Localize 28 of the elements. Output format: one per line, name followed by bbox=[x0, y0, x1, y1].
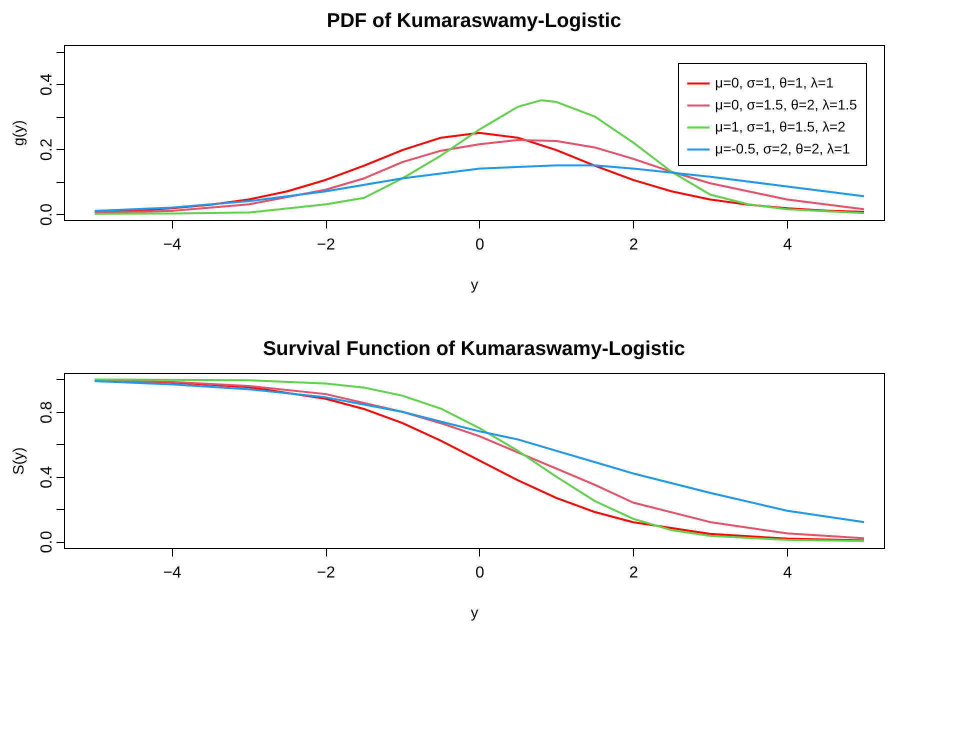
x-tick-label: 4 bbox=[783, 236, 792, 254]
x-tick-label: −2 bbox=[316, 236, 336, 254]
x-tick-label: 2 bbox=[629, 236, 638, 254]
x-tick-label: 0 bbox=[475, 236, 484, 254]
legend-label: μ=0, σ=1, θ=1, λ=1 bbox=[715, 74, 834, 90]
y-axis-title: S(y) bbox=[10, 447, 28, 475]
y-tick-label: 0.0 bbox=[38, 203, 56, 226]
x-axis-title: y bbox=[470, 276, 479, 294]
line-series bbox=[94, 164, 865, 212]
x-axis-title: y bbox=[470, 604, 479, 622]
x-tick-label: 0 bbox=[475, 564, 484, 582]
x-tick-label: 4 bbox=[783, 564, 792, 582]
line-series bbox=[94, 99, 865, 215]
legend-label: μ=0, σ=1.5, θ=2, λ=1.5 bbox=[715, 96, 858, 112]
x-tick-label: 2 bbox=[629, 564, 638, 582]
y-tick-label: 0.4 bbox=[38, 466, 56, 488]
x-tick-label: −4 bbox=[163, 236, 182, 254]
legend-label: μ=-0.5, σ=2, θ=2, λ=1 bbox=[715, 140, 850, 156]
legend-label: μ=1, σ=1, θ=1.5, λ=2 bbox=[715, 118, 846, 134]
y-tick-label: 0.2 bbox=[38, 138, 56, 161]
chart-title: Survival Function of Kumaraswamy-Logistic bbox=[262, 338, 686, 360]
y-tick-label: 0.8 bbox=[38, 401, 56, 424]
y-tick-label: 0.0 bbox=[38, 530, 56, 554]
x-tick-label: −2 bbox=[316, 564, 336, 582]
y-tick-label: 0.4 bbox=[38, 73, 56, 96]
x-tick-label: −4 bbox=[163, 564, 182, 582]
y-axis-title: g(y) bbox=[10, 120, 28, 146]
chart-title: PDF of Kumaraswamy-Logistic bbox=[326, 10, 622, 32]
